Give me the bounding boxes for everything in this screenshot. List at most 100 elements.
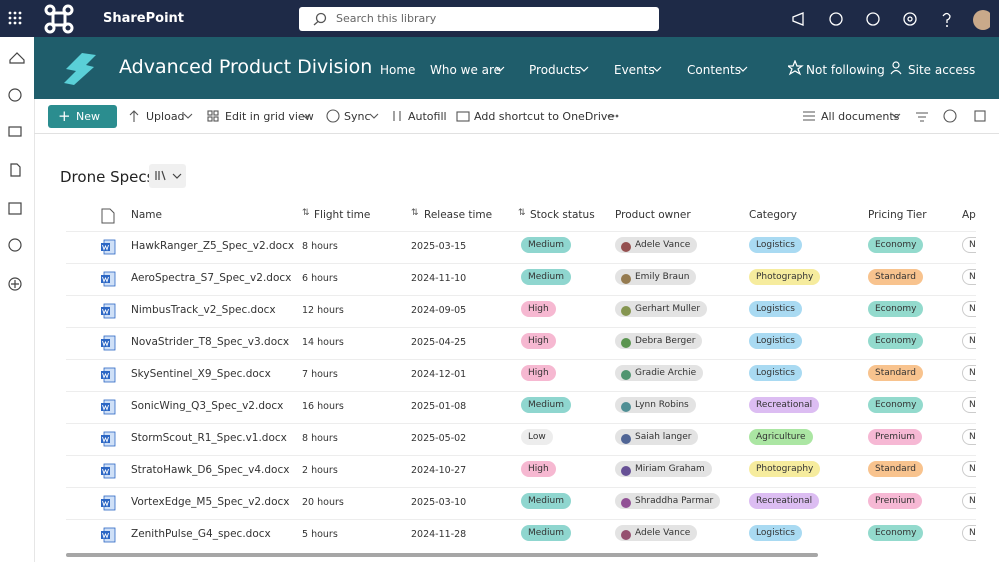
person-pill[interactable]: Gradie Archie [615, 365, 704, 381]
status-pill[interactable]: Premium [868, 429, 923, 445]
status-pill[interactable]: Medium [521, 397, 571, 413]
status-pill[interactable]: Medium [521, 269, 571, 285]
nav-item[interactable]: Home [380, 63, 416, 77]
column-header[interactable]: Pricing Tier [868, 209, 927, 221]
avatar [621, 402, 631, 412]
status-pill[interactable]: Low [521, 429, 553, 445]
column-header[interactable]: Category [749, 209, 797, 221]
command[interactable]: Add shortcut to OneDrive [474, 110, 615, 123]
status-pill[interactable]: Logistics [749, 365, 802, 381]
person-pill[interactable]: Debra Berger [615, 333, 703, 349]
nav-item[interactable]: Products [529, 63, 581, 77]
status-pill[interactable]: Logistics [749, 301, 802, 317]
person-pill[interactable]: Shraddha Parmar [615, 493, 721, 509]
command[interactable]: Sync [344, 110, 371, 123]
status-pill[interactable]: High [521, 365, 556, 381]
file-name[interactable]: NimbusTrack_v2_Spec.docx [131, 304, 276, 316]
person-pill[interactable]: Lynn Robins [615, 397, 696, 413]
rail-icons[interactable] [0, 37, 34, 337]
status-pill[interactable]: High [521, 301, 556, 317]
status-pill[interactable]: Medium [521, 525, 571, 541]
cell-text: 2025-05-02 [411, 433, 467, 444]
column-header[interactable]: Release time [424, 209, 493, 221]
file-name[interactable]: ZenithPulse_G4_spec.docx [131, 528, 271, 540]
follow-button[interactable]: Not following [806, 63, 885, 77]
file-name[interactable]: SonicWing_Q3_Spec_v2.docx [131, 400, 284, 412]
status-pill[interactable]: Standard [868, 269, 923, 285]
command[interactable]: Upload [146, 110, 185, 123]
status-pill[interactable]: Medium [521, 493, 571, 509]
app-pill[interactable]: No [962, 237, 976, 253]
nav-item[interactable]: Contents [687, 63, 741, 77]
column-header[interactable]: Product owner [615, 209, 691, 221]
app-pill[interactable]: No [962, 365, 976, 381]
file-name[interactable]: AeroSpectra_S7_Spec_v2.docx [131, 272, 292, 284]
status-pill[interactable]: Agriculture [749, 429, 813, 445]
app-name[interactable]: SharePoint [103, 11, 185, 26]
cell-text: 2025-03-10 [411, 497, 467, 508]
file-name[interactable]: VortexEdge_M5_Spec_v2.docx [131, 496, 290, 508]
nav-item[interactable]: Events [614, 63, 655, 77]
app-pill[interactable]: No [962, 493, 976, 509]
status-pill[interactable]: Economy [868, 237, 924, 253]
status-pill[interactable]: Economy [868, 397, 924, 413]
scrollbar[interactable] [66, 553, 818, 557]
logo[interactable] [43, 3, 75, 35]
status-pill[interactable]: Photography [749, 461, 821, 477]
person-pill[interactable]: Saiah langer [615, 429, 699, 445]
status-pill[interactable]: Photography [749, 269, 821, 285]
file-name[interactable]: StormScout_R1_Spec.v1.docx [131, 432, 287, 444]
top-icons[interactable] [790, 10, 990, 30]
status-pill[interactable]: Logistics [749, 525, 802, 541]
command[interactable]: Autofill [408, 110, 447, 123]
status-pill[interactable]: High [521, 461, 556, 477]
view-selector[interactable]: All documents [821, 110, 900, 123]
app-pill[interactable]: No [962, 333, 976, 349]
app-launcher[interactable] [8, 11, 22, 25]
status-pill[interactable]: Economy [868, 301, 924, 317]
status-pill[interactable]: Standard [868, 365, 923, 381]
top-bar: SharePoint Search this library [0, 0, 999, 37]
status-pill[interactable]: Logistics [749, 333, 802, 349]
app-pill[interactable]: No [962, 429, 976, 445]
site-title[interactable]: Advanced Product Division [119, 56, 373, 78]
column-header[interactable]: Name [131, 209, 162, 221]
status-pill[interactable]: Medium [521, 237, 571, 253]
command[interactable]: Edit in grid view [225, 110, 314, 123]
nav-item[interactable]: Who we are [430, 63, 502, 77]
site-logo[interactable] [56, 49, 100, 87]
column-header[interactable]: App [962, 209, 976, 221]
status-pill[interactable]: Standard [868, 461, 923, 477]
status-pill[interactable]: Premium [868, 493, 923, 509]
person-pill[interactable]: Adele Vance [615, 237, 698, 253]
column-header[interactable]: Stock status [530, 209, 595, 221]
site-access[interactable]: Site access [908, 63, 976, 77]
search-placeholder: Search this library [336, 12, 437, 25]
person-pill[interactable]: Emily Braun [615, 269, 697, 285]
file-name[interactable]: HawkRanger_Z5_Spec_v2.docx [131, 240, 295, 252]
app-pill[interactable]: No [962, 397, 976, 413]
app-pill[interactable]: No [962, 525, 976, 541]
app-pill[interactable]: No [962, 269, 976, 285]
status-pill[interactable]: High [521, 333, 556, 349]
app-pill[interactable]: No [962, 461, 976, 477]
new-button[interactable]: + New [48, 105, 117, 128]
file-name[interactable]: StratoHawk_D6_Spec_v4.docx [131, 464, 290, 476]
person-pill[interactable]: Gerhart Muller [615, 301, 708, 317]
person-pill[interactable]: Adele Vance [615, 525, 698, 541]
avatar [621, 434, 631, 444]
status-pill[interactable]: Logistics [749, 237, 802, 253]
status-pill[interactable]: Economy [868, 333, 924, 349]
word-icon [101, 399, 116, 415]
column-header[interactable]: Flight time [314, 209, 371, 221]
status-pill[interactable]: Recreational [749, 493, 820, 509]
person-pill[interactable]: Miriam Graham [615, 461, 712, 477]
library-switcher[interactable] [149, 164, 186, 188]
file-name[interactable]: NovaStrider_T8_Spec_v3.docx [131, 336, 290, 348]
app-pill[interactable]: No [962, 301, 976, 317]
file-name[interactable]: SkySentinel_X9_Spec.docx [131, 368, 271, 380]
status-pill[interactable]: Economy [868, 525, 924, 541]
cell-text: 20 hours [302, 497, 344, 508]
status-pill[interactable]: Recreational [749, 397, 820, 413]
search-box[interactable]: Search this library [299, 7, 659, 31]
